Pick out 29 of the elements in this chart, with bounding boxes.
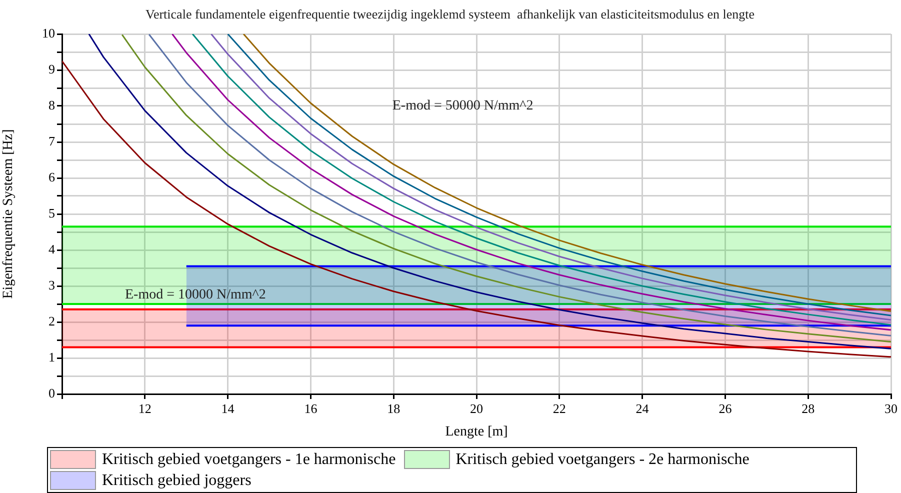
annotation: E-mod = 50000 N/mm^2 bbox=[392, 98, 534, 114]
x-tick-label: 30 bbox=[884, 401, 898, 416]
y-tick-label: 0 bbox=[48, 385, 55, 400]
y-tick-label: 3 bbox=[48, 277, 55, 292]
y-tick-label: 9 bbox=[48, 61, 55, 76]
x-tick-label: 28 bbox=[802, 401, 815, 416]
x-tick-label: 22 bbox=[552, 401, 566, 416]
y-tick-label: 1 bbox=[48, 349, 55, 364]
x-tick-label: 16 bbox=[304, 401, 318, 416]
y-tick-label: 10 bbox=[42, 25, 55, 40]
x-tick-label: 14 bbox=[221, 401, 235, 416]
x-tick-label: 20 bbox=[470, 401, 483, 416]
legend-label: Kritisch gebied joggers bbox=[102, 472, 252, 490]
x-tick-label: 24 bbox=[636, 401, 650, 416]
legend-label: Kritisch gebied voetgangers - 1e harmonische bbox=[102, 450, 396, 468]
x-axis-title: Lengte [m] bbox=[445, 424, 508, 440]
annotation: E-mod = 10000 N/mm^2 bbox=[125, 288, 266, 303]
y-axis-title: Eigenfrequentie Systeem [Hz] bbox=[1, 129, 16, 299]
x-tick-label: 18 bbox=[387, 401, 400, 416]
x-tick-label: 26 bbox=[718, 401, 732, 416]
y-tick-label: 5 bbox=[48, 205, 55, 220]
x-tick-label: 12 bbox=[138, 401, 152, 416]
y-tick-label: 7 bbox=[48, 133, 56, 148]
chart-title: Verticale fundamentele eigenfrequentie tweezijdig ingeklemd systeem afhankelijk van elasticiteitsmodulus en lengte bbox=[146, 6, 755, 22]
legend-label: Kritisch gebied voetgangers - 2e harmonische bbox=[456, 450, 750, 468]
y-tick-label: 2 bbox=[48, 313, 55, 328]
y-tick-label: 8 bbox=[48, 97, 55, 112]
y-tick-label: 4 bbox=[48, 241, 56, 256]
y-tick-label: 6 bbox=[48, 169, 56, 184]
